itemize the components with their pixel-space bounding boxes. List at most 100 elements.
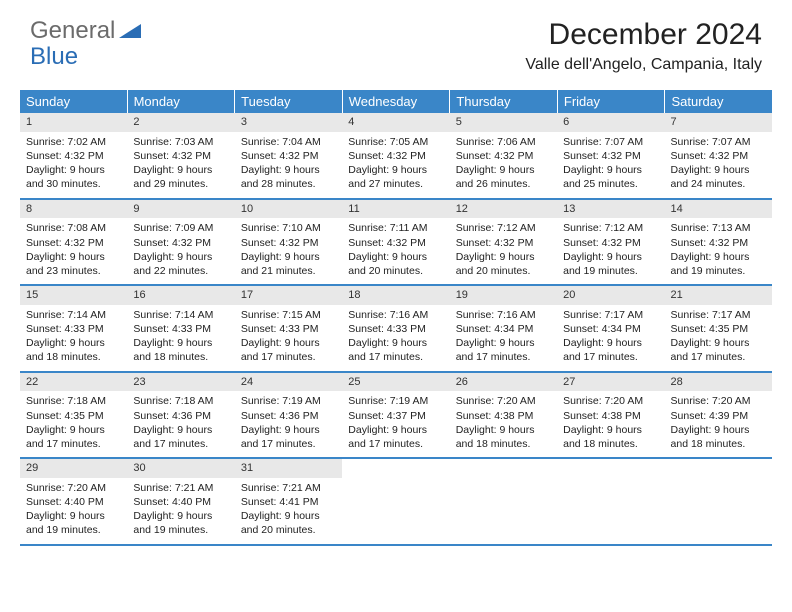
sunrise-line: Sunrise: 7:16 AM [348, 308, 443, 322]
day-body: Sunrise: 7:05 AMSunset: 4:32 PMDaylight:… [342, 132, 449, 198]
day-number: 16 [127, 286, 234, 305]
day-body: Sunrise: 7:13 AMSunset: 4:32 PMDaylight:… [665, 218, 772, 284]
daylight-line: Daylight: 9 hoursand 28 minutes. [241, 163, 336, 191]
day-number: 22 [20, 373, 127, 392]
sunrise-line: Sunrise: 7:08 AM [26, 221, 121, 235]
day-number: 8 [20, 200, 127, 219]
day-body: Sunrise: 7:20 AMSunset: 4:39 PMDaylight:… [665, 391, 772, 457]
day-cell: 19Sunrise: 7:16 AMSunset: 4:34 PMDayligh… [450, 286, 557, 371]
day-body: Sunrise: 7:04 AMSunset: 4:32 PMDaylight:… [235, 132, 342, 198]
day-body: Sunrise: 7:20 AMSunset: 4:38 PMDaylight:… [450, 391, 557, 457]
day-number: 1 [20, 113, 127, 132]
daylight-line: Daylight: 9 hoursand 18 minutes. [26, 336, 121, 364]
sunrise-line: Sunrise: 7:20 AM [456, 394, 551, 408]
daylight-line: Daylight: 9 hoursand 21 minutes. [241, 250, 336, 278]
sunrise-line: Sunrise: 7:07 AM [671, 135, 766, 149]
day-number: 27 [557, 373, 664, 392]
day-cell: 4Sunrise: 7:05 AMSunset: 4:32 PMDaylight… [342, 113, 449, 198]
weekday-header: Sunday [20, 90, 128, 113]
sunrise-line: Sunrise: 7:02 AM [26, 135, 121, 149]
day-cell: 10 Sunrise: 7:10 AMSunset: 4:32 PMDayligh… [235, 200, 342, 285]
day-number: 21 [665, 286, 772, 305]
day-cell: 15Sunrise: 7:14 AMSunset: 4:33 PMDayligh… [20, 286, 127, 371]
sunrise-line: Sunrise: 7:17 AM [563, 308, 658, 322]
sunrise-line: Sunrise: 7:09 AM [133, 221, 228, 235]
sunrise-line: Sunrise: 7:21 AM [133, 481, 228, 495]
day-body: Sunrise: 7:19 AMSunset: 4:36 PMDaylight:… [235, 391, 342, 457]
day-number: 11 [342, 200, 449, 219]
sunset-line: Sunset: 4:40 PM [26, 495, 121, 509]
day-body: Sunrise: 7:21 AMSunset: 4:41 PMDaylight:… [235, 478, 342, 544]
day-body: Sunrise: 7:06 AMSunset: 4:32 PMDaylight:… [450, 132, 557, 198]
sunset-line: Sunset: 4:32 PM [133, 149, 228, 163]
weekday-header: Friday [558, 90, 666, 113]
day-number: 25 [342, 373, 449, 392]
day-number: 10 [235, 200, 342, 219]
sunset-line: Sunset: 4:32 PM [241, 236, 336, 250]
day-cell: 28Sunrise: 7:20 AMSunset: 4:39 PMDayligh… [665, 373, 772, 458]
weekday-header: Thursday [450, 90, 558, 113]
day-number: 15 [20, 286, 127, 305]
daylight-line: Daylight: 9 hoursand 18 minutes. [133, 336, 228, 364]
day-number: 30 [127, 459, 234, 478]
sunset-line: Sunset: 4:36 PM [241, 409, 336, 423]
sunset-line: Sunset: 4:33 PM [26, 322, 121, 336]
weekday-header: Wednesday [343, 90, 451, 113]
day-body: Sunrise: 7:14 AMSunset: 4:33 PMDaylight:… [127, 305, 234, 371]
sunrise-line: Sunrise: 7:16 AM [456, 308, 551, 322]
calendar: SundayMondayTuesdayWednesdayThursdayFrid… [20, 90, 772, 546]
day-cell: 22Sunrise: 7:18 AMSunset: 4:35 PMDayligh… [20, 373, 127, 458]
sunset-line: Sunset: 4:32 PM [26, 236, 121, 250]
sunset-line: Sunset: 4:32 PM [563, 149, 658, 163]
day-number: 6 [557, 113, 664, 132]
daylight-line: Daylight: 9 hoursand 20 minutes. [241, 509, 336, 537]
sunset-line: Sunset: 4:33 PM [241, 322, 336, 336]
day-cell: 9Sunrise: 7:09 AMSunset: 4:32 PMDaylight… [127, 200, 234, 285]
day-cell: 23Sunrise: 7:18 AMSunset: 4:36 PMDayligh… [127, 373, 234, 458]
sunset-line: Sunset: 4:35 PM [671, 322, 766, 336]
day-body: Sunrise: 7:18 AMSunset: 4:35 PMDaylight:… [20, 391, 127, 457]
daylight-line: Daylight: 9 hoursand 17 minutes. [671, 336, 766, 364]
week-row: 15Sunrise: 7:14 AMSunset: 4:33 PMDayligh… [20, 286, 772, 373]
sunset-line: Sunset: 4:41 PM [241, 495, 336, 509]
sunset-line: Sunset: 4:39 PM [671, 409, 766, 423]
daylight-line: Daylight: 9 hoursand 17 minutes. [133, 423, 228, 451]
sunrise-line: Sunrise: 7:20 AM [26, 481, 121, 495]
day-body: Sunrise: 7:14 AMSunset: 4:33 PMDaylight:… [20, 305, 127, 371]
sunset-line: Sunset: 4:32 PM [133, 236, 228, 250]
daylight-line: Daylight: 9 hoursand 27 minutes. [348, 163, 443, 191]
sunset-line: Sunset: 4:32 PM [456, 149, 551, 163]
sunset-line: Sunset: 4:32 PM [563, 236, 658, 250]
day-body: Sunrise: 7:18 AMSunset: 4:36 PMDaylight:… [127, 391, 234, 457]
day-cell: 20Sunrise: 7:17 AMSunset: 4:34 PMDayligh… [557, 286, 664, 371]
day-cell: 27Sunrise: 7:20 AMSunset: 4:38 PMDayligh… [557, 373, 664, 458]
sunset-line: Sunset: 4:32 PM [241, 149, 336, 163]
sunset-line: Sunset: 4:36 PM [133, 409, 228, 423]
day-cell [665, 459, 772, 544]
daylight-line: Daylight: 9 hoursand 18 minutes. [456, 423, 551, 451]
sunrise-line: Sunrise: 7:13 AM [671, 221, 766, 235]
day-cell: 7Sunrise: 7:07 AMSunset: 4:32 PMDaylight… [665, 113, 772, 198]
day-body: Sunrise: 7:12 AMSunset: 4:32 PMDaylight:… [450, 218, 557, 284]
day-cell: 18Sunrise: 7:16 AMSunset: 4:33 PMDayligh… [342, 286, 449, 371]
title-block: December 2024 Valle dell'Angelo, Campani… [525, 18, 762, 74]
day-cell: 16Sunrise: 7:14 AMSunset: 4:33 PMDayligh… [127, 286, 234, 371]
day-body: Sunrise: 7:08 AMSunset: 4:32 PMDaylight:… [20, 218, 127, 284]
weekday-header: Monday [128, 90, 236, 113]
week-row: 1Sunrise: 7:02 AMSunset: 4:32 PMDaylight… [20, 113, 772, 200]
day-number: 3 [235, 113, 342, 132]
sunrise-line: Sunrise: 7:10 AM [241, 221, 336, 235]
day-body: Sunrise: 7:16 AMSunset: 4:34 PMDaylight:… [450, 305, 557, 371]
daylight-line: Daylight: 9 hoursand 19 minutes. [133, 509, 228, 537]
sunrise-line: Sunrise: 7:15 AM [241, 308, 336, 322]
day-cell [342, 459, 449, 544]
daylight-line: Daylight: 9 hoursand 19 minutes. [563, 250, 658, 278]
day-number: 7 [665, 113, 772, 132]
sunset-line: Sunset: 4:37 PM [348, 409, 443, 423]
daylight-line: Daylight: 9 hoursand 17 minutes. [348, 423, 443, 451]
daylight-line: Daylight: 9 hoursand 17 minutes. [241, 336, 336, 364]
sunrise-line: Sunrise: 7:14 AM [133, 308, 228, 322]
week-row: 22Sunrise: 7:18 AMSunset: 4:35 PMDayligh… [20, 373, 772, 460]
day-number: 29 [20, 459, 127, 478]
sunset-line: Sunset: 4:38 PM [563, 409, 658, 423]
